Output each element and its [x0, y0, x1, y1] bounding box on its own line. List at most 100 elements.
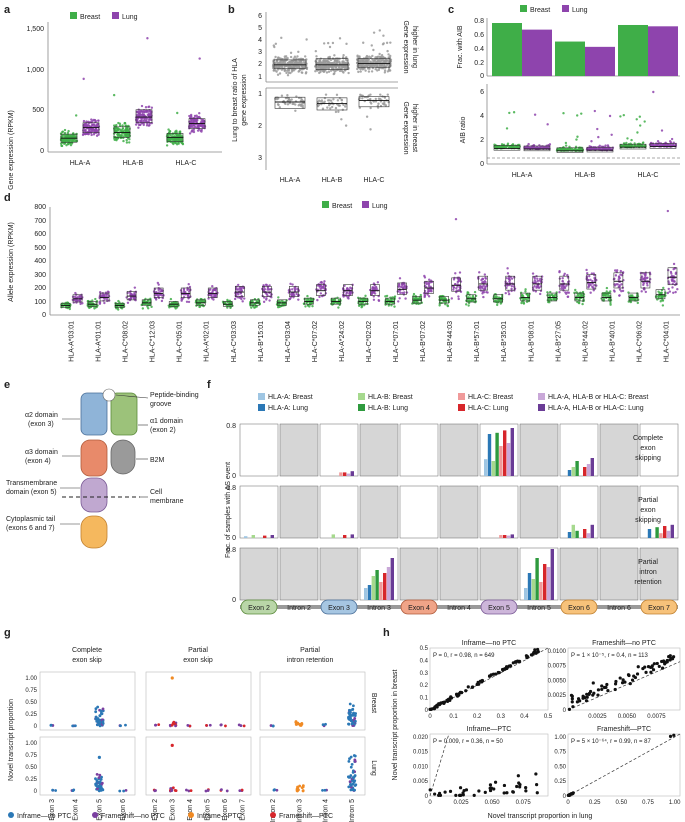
d-lung-point — [613, 277, 616, 281]
b-right-label-upper-2: higher in lung — [411, 26, 418, 68]
h-point — [442, 700, 446, 705]
c-top-tick-1: 0.2 — [474, 60, 484, 67]
g-point — [296, 785, 299, 789]
d-lung-point — [374, 288, 377, 291]
b-lower-point — [374, 97, 378, 101]
d-breast-point — [412, 292, 416, 296]
c-aib-breast-point — [622, 113, 626, 117]
d-breast-point — [660, 295, 664, 298]
d-lung-point — [233, 297, 237, 301]
c-aib-breast-point — [501, 145, 505, 149]
d-lung-point — [371, 286, 374, 289]
b-upper-point — [298, 66, 301, 69]
g-legend-dot-1 — [92, 812, 98, 818]
d-lung-point — [237, 293, 240, 296]
b-lower-tick-1: 1 — [258, 91, 262, 98]
d-lung-4-box — [180, 287, 191, 299]
g-point — [353, 779, 357, 783]
d-breast-point — [147, 307, 150, 310]
f-segment-label: Intron 4 — [447, 605, 471, 612]
g-point — [348, 780, 352, 784]
b-upper-point — [376, 56, 379, 59]
h-point — [466, 685, 470, 689]
f-bar — [535, 558, 539, 600]
b-lower-point — [384, 104, 388, 107]
b-upper-point — [335, 67, 338, 70]
g-point — [174, 724, 177, 728]
f-cell — [319, 423, 359, 477]
d-lung-point — [507, 277, 511, 281]
d-lung-point — [484, 277, 488, 280]
h-subplot-title-3: Frameshift—PTC — [597, 726, 651, 733]
d-lung-point — [593, 287, 596, 290]
legend-swatch-lung — [112, 12, 119, 19]
b-lower-point — [344, 124, 348, 127]
h-x-tick: 0 — [428, 714, 432, 720]
a-breast-point — [63, 135, 67, 138]
d-lung-point — [132, 297, 135, 300]
d-lung-point — [317, 283, 320, 286]
g-x-tick: Intron 5 — [349, 799, 356, 822]
d-lung-point — [562, 287, 565, 290]
h-y-tick: 0 — [563, 708, 567, 714]
f-bar — [510, 428, 514, 476]
g-point — [122, 789, 126, 793]
b-lower-point — [300, 98, 304, 102]
a-breast-point — [61, 135, 64, 138]
f-bar — [343, 472, 347, 476]
g-point — [347, 785, 351, 789]
g-point — [225, 789, 229, 793]
a-lung-point — [96, 122, 100, 126]
d-breast-point — [198, 303, 201, 306]
b-upper-point — [288, 66, 292, 69]
c-aib-breast-point — [562, 111, 565, 115]
b-upper-point — [387, 53, 390, 56]
c-aib-breast-point — [626, 137, 629, 140]
d-breast-point — [390, 298, 394, 301]
h-point — [459, 690, 464, 695]
h-point — [570, 697, 574, 701]
d-lung-point — [423, 289, 427, 293]
d-breast-point — [172, 301, 176, 305]
h-point — [455, 694, 460, 698]
b-upper-point — [322, 65, 325, 68]
h-x-axis-label: Novel transcript proportion in lung — [488, 813, 593, 820]
b-upper-point — [383, 71, 387, 74]
f-bar — [670, 524, 674, 538]
h-point — [488, 788, 493, 793]
g-y-tick: 0 — [34, 789, 38, 795]
d-lung-point — [316, 298, 319, 302]
a-lung-point — [147, 112, 150, 116]
g-point — [153, 789, 157, 793]
g-point — [95, 772, 99, 776]
d-breast-point — [141, 307, 145, 310]
b-upper-point — [283, 57, 286, 60]
d-lung-point — [320, 281, 323, 284]
d-lung-point — [586, 272, 589, 275]
b-upper-point — [296, 55, 299, 58]
d-breast-point — [576, 295, 580, 298]
d-breast-point — [577, 301, 581, 305]
c-top-tick-2: 0.4 — [474, 46, 484, 53]
b-upper-point — [285, 59, 288, 62]
d-lung-point — [262, 300, 266, 304]
d-lung-point — [614, 274, 618, 277]
g-point — [347, 708, 351, 712]
d-breast-point — [527, 295, 530, 298]
b-lower-point — [334, 110, 338, 114]
a-breast-point — [65, 144, 68, 147]
d-breast-point — [526, 293, 529, 296]
b-lower-point — [321, 107, 325, 110]
h-point — [644, 670, 648, 674]
c-bottom-y-axis-label: AIB ratio — [460, 116, 467, 143]
g-point — [95, 780, 99, 784]
b-upper-point — [297, 50, 300, 54]
h-point — [454, 793, 458, 797]
c-legend-label-breast: Breast — [530, 7, 550, 14]
f-legend: HLA-A: Breast HLA-B: Breast HLA-C: Breast H… — [258, 393, 648, 412]
panel-letter-f: f — [207, 379, 211, 391]
d-y-tick-1: 100 — [34, 299, 46, 306]
b-upper-point — [319, 61, 323, 65]
d-breast-point — [522, 302, 526, 305]
